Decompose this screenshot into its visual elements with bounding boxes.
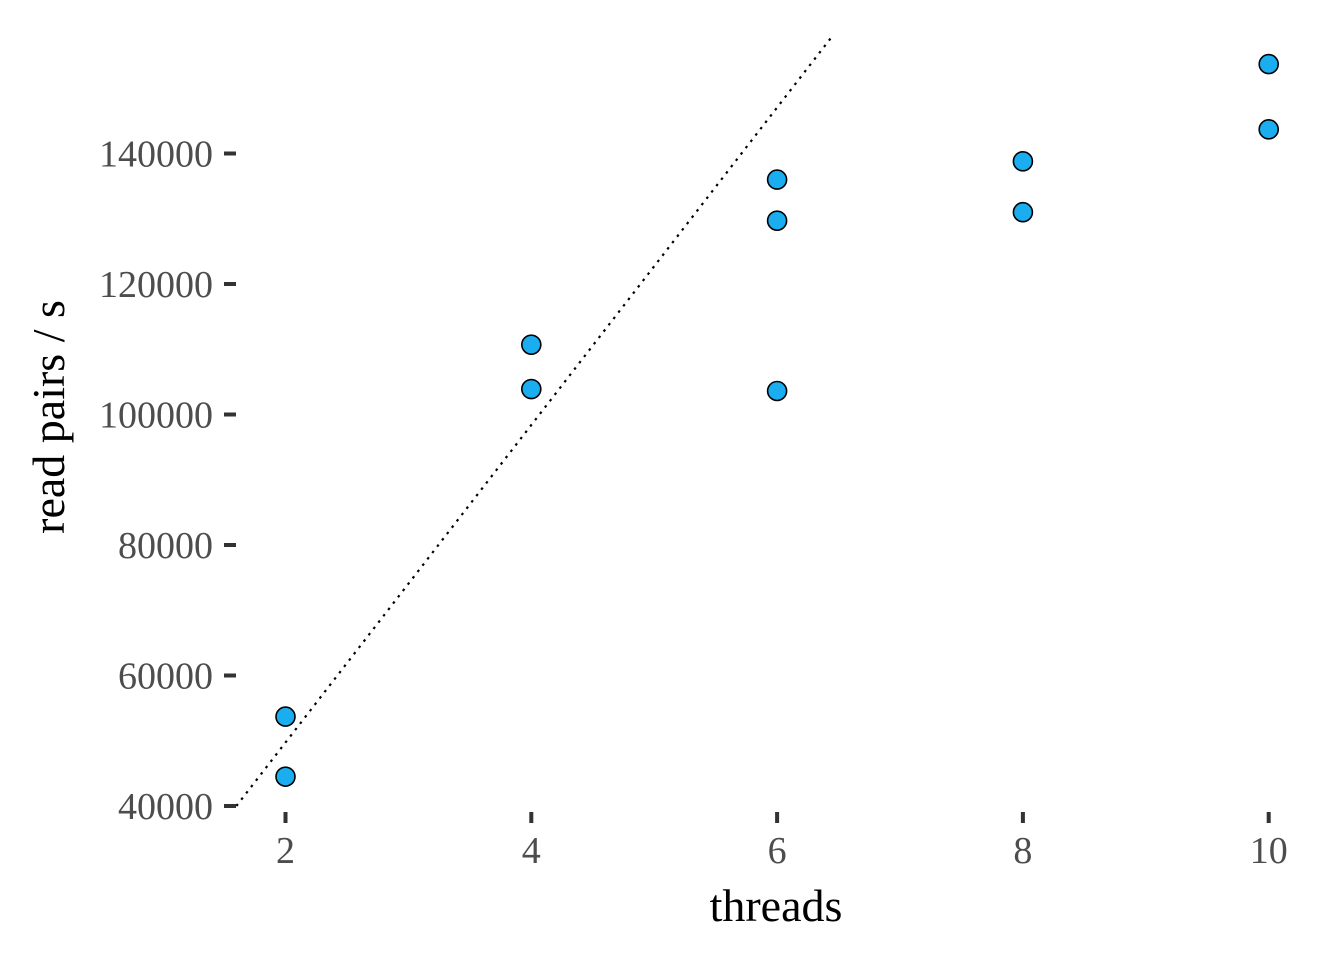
data-point [520, 334, 542, 355]
reference-line [235, 35, 834, 807]
data-point [766, 210, 788, 232]
data-point [275, 706, 296, 727]
x-tick-label: 6 [768, 830, 787, 872]
data-point [1012, 151, 1034, 172]
data-point [766, 169, 788, 190]
y-tick-label: 140000 [99, 134, 213, 176]
reference-line-layer [235, 35, 834, 807]
y-tick-label: 80000 [118, 525, 213, 567]
y-tick-label: 120000 [99, 264, 213, 306]
x-tick-label: 4 [522, 830, 541, 872]
data-point [1258, 119, 1279, 140]
y-axis: 40000 60000 80000 100000 120000 140000 [99, 134, 236, 828]
x-axis: 2 4 6 8 10 [276, 812, 1288, 872]
x-axis-title: threads [710, 880, 843, 931]
y-tick-label: 100000 [99, 395, 213, 437]
y-tick-label: 40000 [118, 786, 213, 828]
data-point [1258, 53, 1279, 75]
points-layer [275, 53, 1279, 787]
data-point [520, 378, 542, 400]
y-axis-title: read pairs / s [23, 300, 74, 534]
data-point [766, 380, 788, 402]
data-point [1012, 201, 1034, 223]
x-tick-label: 2 [276, 830, 295, 872]
x-tick-label: 8 [1013, 830, 1032, 872]
x-tick-label: 10 [1250, 830, 1288, 872]
data-point [275, 766, 296, 787]
y-tick-label: 60000 [118, 656, 213, 698]
